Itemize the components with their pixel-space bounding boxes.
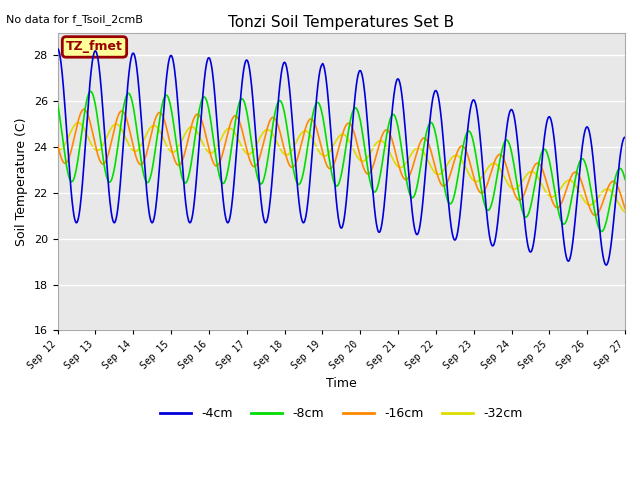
Legend: -4cm, -8cm, -16cm, -32cm: -4cm, -8cm, -16cm, -32cm	[155, 402, 528, 425]
X-axis label: Time: Time	[326, 377, 356, 390]
Y-axis label: Soil Temperature (C): Soil Temperature (C)	[15, 117, 28, 246]
Title: Tonzi Soil Temperatures Set B: Tonzi Soil Temperatures Set B	[228, 15, 454, 30]
Text: No data for f_Tsoil_2cmB: No data for f_Tsoil_2cmB	[6, 14, 143, 25]
Text: TZ_fmet: TZ_fmet	[66, 40, 123, 53]
